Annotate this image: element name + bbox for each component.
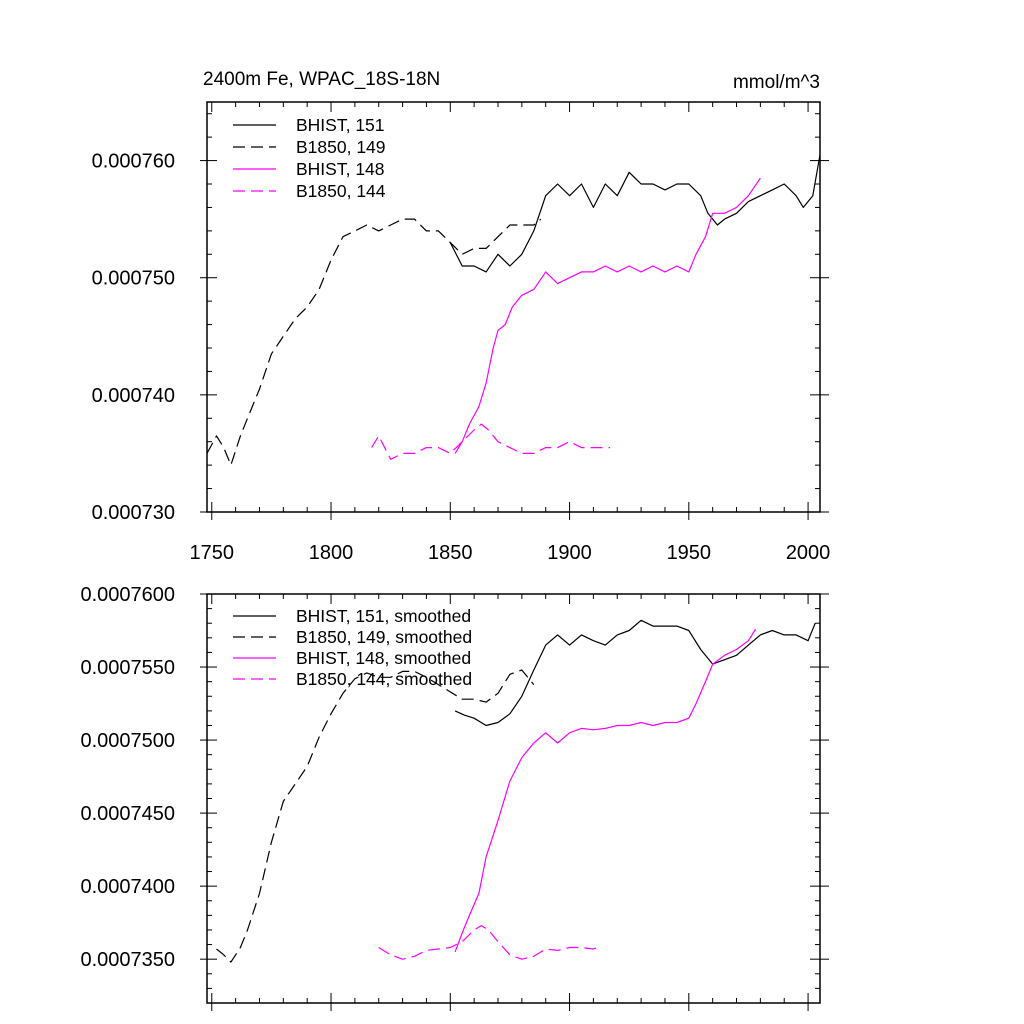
panel-bottom: 0.0007350 0.0007400 0.0007450 0.0007500 0.00… bbox=[80, 584, 829, 1011]
series-line-0 bbox=[454, 619, 816, 727]
x-tick-label: 1950 bbox=[667, 542, 712, 564]
legend-label: BHIST, 151 bbox=[296, 115, 385, 135]
legend-label: B1850, 144 bbox=[296, 181, 386, 201]
plot-frame bbox=[206, 101, 821, 513]
y-tick-label: 0.0007400 bbox=[80, 876, 175, 898]
chart-title: 2400m Fe, WPAC_18S-18N bbox=[203, 69, 440, 90]
y-tick-label: 0.0007550 bbox=[80, 657, 175, 679]
series-line-3 bbox=[371, 423, 611, 460]
y-tick-label: 0.0007350 bbox=[80, 949, 175, 971]
x-tick-label: 1800 bbox=[309, 542, 354, 564]
y-tick-label: 0.0007450 bbox=[80, 803, 175, 825]
series-line-2 bbox=[454, 628, 757, 953]
y-tick-label: 0.0007600 bbox=[80, 584, 175, 606]
y-tick-label: 0.000750 bbox=[92, 268, 175, 290]
series-line-1 bbox=[207, 218, 542, 466]
y-tick-label: 0.000730 bbox=[92, 502, 175, 524]
legend-label: BHIST, 151, smoothed bbox=[296, 606, 471, 626]
legend-label: B1850, 149 bbox=[296, 137, 386, 157]
x-tick-label: 2000 bbox=[786, 542, 831, 564]
x-tick-label: 1850 bbox=[428, 542, 473, 564]
legend-label: B1850, 149, smoothed bbox=[296, 627, 472, 647]
series-line-0 bbox=[449, 154, 820, 273]
y-tick-label: 0.0007500 bbox=[80, 730, 175, 752]
x-tick-label: 1750 bbox=[190, 542, 235, 564]
series-line-1 bbox=[216, 669, 535, 963]
x-tick-label: 1900 bbox=[547, 542, 592, 564]
legend-label: BHIST, 148, smoothed bbox=[296, 648, 471, 668]
panel-top: 1750 1800 1850 1900 1950 2000 0.000730 0.000740… bbox=[92, 69, 831, 564]
legend-label: BHIST, 148 bbox=[296, 159, 385, 179]
y-tick-label: 0.000760 bbox=[92, 151, 175, 173]
y-tick-label: 0.000740 bbox=[92, 385, 175, 407]
series-line-2 bbox=[454, 177, 761, 454]
legend-label: B1850, 144, smoothed bbox=[296, 669, 472, 689]
series-line-3 bbox=[378, 924, 601, 960]
unit-label: mmol/m^3 bbox=[733, 72, 820, 93]
